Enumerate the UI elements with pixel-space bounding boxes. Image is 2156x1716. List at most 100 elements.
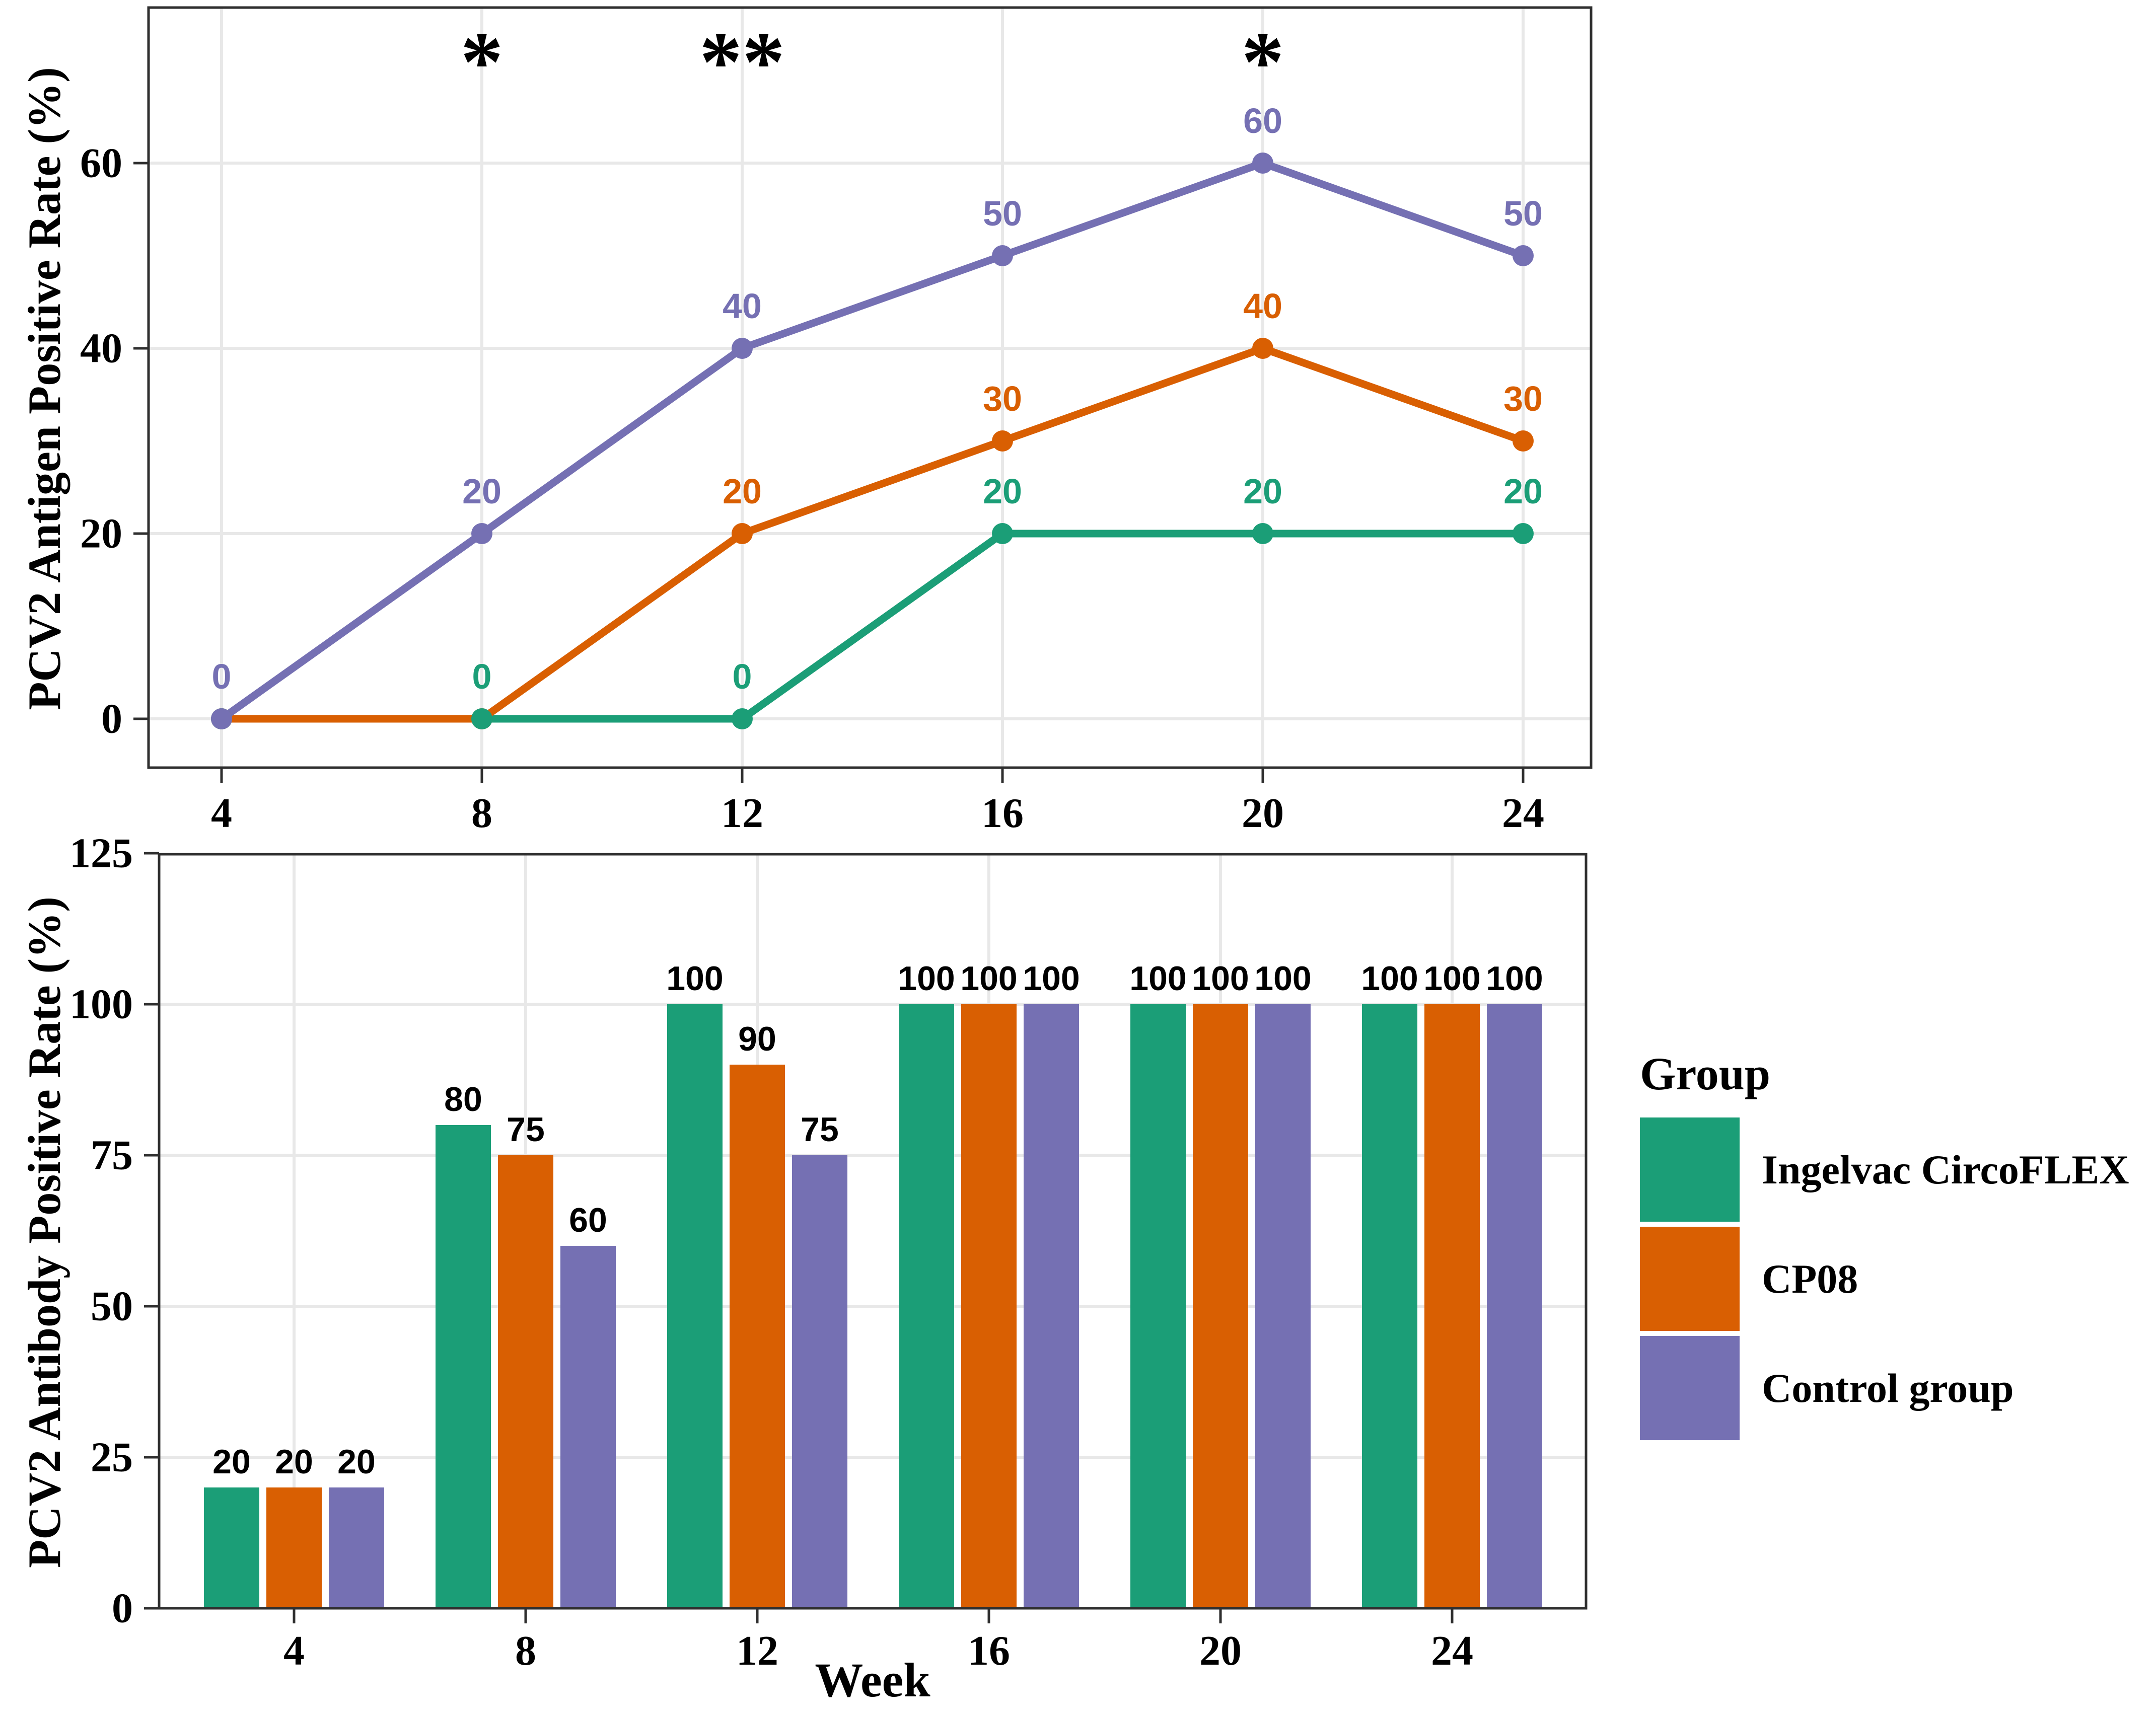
y-tick-label: 60: [80, 140, 122, 187]
y-tick-label: 0: [112, 1585, 133, 1632]
bar-value-label: 100: [898, 959, 955, 998]
bar-green: [899, 1004, 954, 1608]
data-point-purple: [1513, 245, 1534, 266]
point-value-label: 0: [472, 657, 492, 696]
point-value-label: 20: [462, 472, 501, 511]
point-value-label: 20: [1243, 472, 1282, 511]
bar-value-label: 20: [275, 1443, 313, 1481]
data-point-orange: [732, 523, 753, 544]
x-tick-label: 12: [721, 790, 763, 837]
legend-title: Group: [1640, 1048, 1771, 1099]
data-point-purple: [1252, 153, 1273, 174]
legend-item-cp08: CP08: [1640, 1227, 2129, 1331]
top-y-axis-title: PCV2 Antigen Positive Rate (%): [19, 67, 70, 710]
x-tick-label: 16: [968, 1627, 1010, 1674]
bar-value-label: 20: [337, 1443, 376, 1481]
legend-item-label: CP08: [1762, 1255, 1858, 1302]
bar-value-label: 100: [1192, 959, 1249, 998]
bar-purple: [792, 1155, 847, 1608]
bar-orange: [730, 1065, 785, 1608]
bar-value-label: 100: [1023, 959, 1080, 998]
legend: Group Ingelvac CircoFLEX CP08 Control gr…: [1640, 1047, 2129, 1440]
bar-value-label: 100: [1486, 959, 1543, 998]
x-tick-label: 8: [471, 790, 492, 837]
point-value-label: 30: [1503, 379, 1543, 418]
point-value-label: 0: [733, 657, 752, 696]
bottom-y-axis-title: PCV2 Antibody Positive Rate (%): [19, 897, 70, 1568]
bar-value-label: 100: [1129, 959, 1186, 998]
point-value-label: 40: [1243, 286, 1282, 326]
bar-green: [667, 1004, 723, 1608]
x-tick-label: 4: [283, 1627, 305, 1674]
legend-item-label: Control group: [1762, 1365, 2014, 1411]
point-value-label: 20: [723, 472, 762, 511]
y-tick-label: 40: [80, 325, 122, 372]
y-tick-label: 75: [91, 1132, 133, 1179]
significance-asterisk: *: [461, 15, 504, 109]
significance-asterisk: *: [1242, 15, 1284, 109]
point-value-label: 50: [1503, 194, 1543, 233]
bar-green: [204, 1487, 259, 1608]
y-tick-label: 25: [91, 1434, 133, 1481]
data-point-green: [1513, 523, 1534, 544]
bar-value-label: 100: [1423, 959, 1480, 998]
x-tick-label: 4: [211, 790, 232, 837]
bar-value-label: 100: [666, 959, 723, 998]
line-series-purple: [218, 159, 1527, 723]
y-tick-label: 125: [69, 830, 133, 877]
panel-border-bottom-chart: [158, 853, 1588, 1610]
bar-purple: [329, 1487, 384, 1608]
bar-green: [1130, 1004, 1186, 1608]
bar-orange: [961, 1004, 1017, 1608]
line-series-green: [218, 530, 1527, 723]
data-point-purple: [471, 523, 492, 544]
x-tick-label: 12: [736, 1627, 778, 1674]
data-point-purple: [992, 245, 1013, 266]
bar-value-label: 100: [1254, 959, 1311, 998]
legend-item-ingelvac: Ingelvac CircoFLEX: [1640, 1117, 2129, 1222]
bar-orange: [1424, 1004, 1480, 1608]
data-point-purple: [211, 708, 232, 729]
bar-value-label: 100: [1361, 959, 1418, 998]
panel-border-top-chart: [147, 6, 1593, 769]
bar-purple: [1024, 1004, 1079, 1608]
legend-swatch-green: [1640, 1117, 1740, 1222]
data-point-green: [1252, 523, 1273, 544]
bar-value-label: 100: [960, 959, 1017, 998]
x-tick-label: 20: [1199, 1627, 1242, 1674]
bar-purple: [560, 1246, 616, 1608]
data-point-orange: [992, 430, 1013, 452]
legend-item-control: Control group: [1640, 1336, 2129, 1440]
data-point-green: [732, 708, 753, 729]
x-axis-title: Week: [815, 1653, 930, 1707]
data-point-purple: [732, 338, 753, 359]
x-tick-label: 16: [981, 790, 1024, 837]
x-tick-label: 8: [515, 1627, 536, 1674]
data-point-green: [992, 523, 1013, 544]
bar-value-label: 75: [801, 1110, 839, 1149]
bar-value-label: 90: [738, 1020, 776, 1058]
x-tick-label: 24: [1502, 790, 1544, 837]
point-value-label: 30: [983, 379, 1022, 418]
bar-value-label: 60: [569, 1201, 607, 1239]
bar-green: [1362, 1004, 1417, 1608]
bar-orange: [1193, 1004, 1248, 1608]
bar-value-label: 75: [507, 1110, 545, 1149]
point-value-label: 0: [212, 657, 232, 696]
data-point-orange: [1252, 338, 1273, 359]
bar-purple: [1255, 1004, 1311, 1608]
significance-asterisk: **: [699, 15, 785, 109]
bar-green: [436, 1125, 491, 1608]
data-point-green: [471, 708, 492, 729]
bar-orange: [498, 1155, 553, 1608]
x-tick-label: 20: [1242, 790, 1284, 837]
point-value-label: 40: [723, 286, 762, 326]
bar-value-label: 80: [444, 1080, 482, 1118]
bar-orange: [266, 1487, 322, 1608]
point-value-label: 60: [1243, 101, 1282, 140]
legend-swatch-orange: [1640, 1227, 1740, 1331]
legend-item-label: Ingelvac CircoFLEX: [1762, 1146, 2129, 1192]
point-value-label: 20: [1503, 472, 1543, 511]
